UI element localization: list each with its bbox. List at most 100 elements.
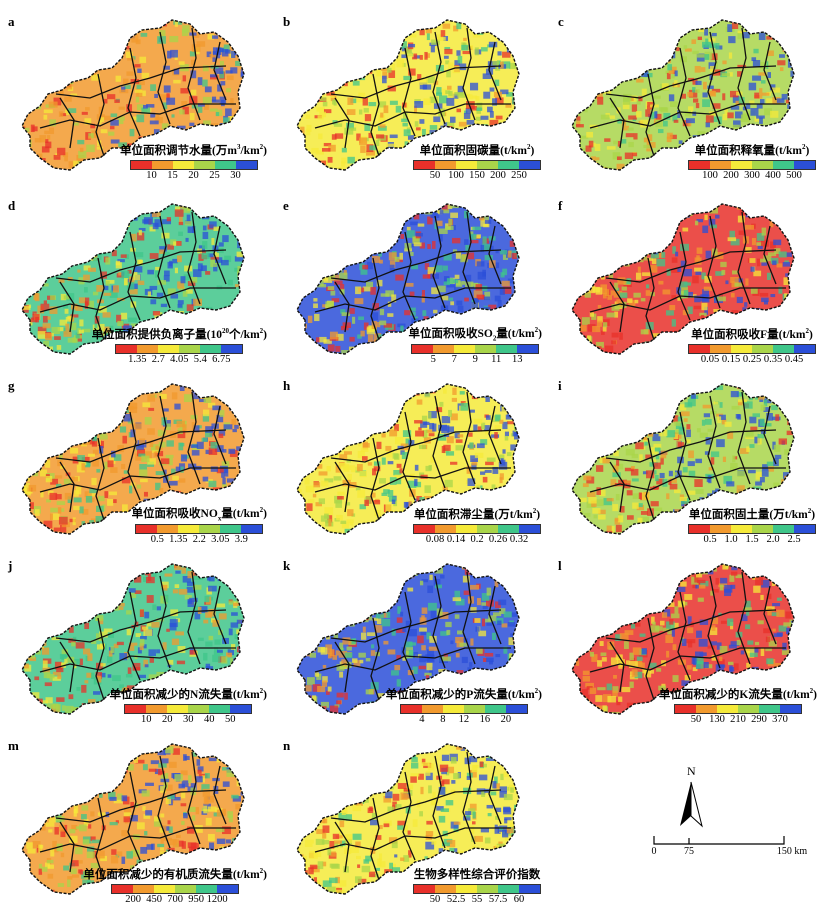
panel-letter: m	[8, 738, 19, 753]
legend: 单位面积固土量(万t/km2) 0.5 1.0 1.5 2.0 2.5	[687, 506, 817, 546]
legend-title: 单位面积减少的P流失量(t/km2)	[385, 687, 542, 701]
district-boundary	[55, 429, 227, 463]
legend-ticks: 0.5 1.0 1.5 2.0 2.5	[687, 534, 817, 546]
legend-tick-label: 50	[429, 894, 441, 905]
district-boundary	[55, 789, 227, 823]
legend-tick-label: 2.2	[192, 534, 206, 545]
legend: 单位面积固碳量(t/km2) 50 100 150 200 250	[412, 142, 542, 182]
map-raster	[21, 563, 245, 715]
district-boundary	[645, 437, 655, 521]
map-raster	[296, 743, 520, 895]
legend: 单位面积减少的N流失量(t/km2) 10 20 30 40 50	[110, 686, 267, 726]
legend-tick-label: 200	[490, 170, 506, 181]
color-ramp	[413, 884, 541, 894]
legend-tick-label: 0.45	[784, 354, 804, 365]
district-boundary	[334, 821, 350, 873]
legend-tick-label: 5.4	[193, 354, 207, 365]
district-boundary	[95, 73, 105, 157]
color-ramp	[688, 524, 816, 534]
district-boundary	[645, 257, 655, 341]
legend-tick-label: 30	[183, 714, 194, 725]
district-boundary	[213, 585, 227, 645]
panel-letter: j	[8, 558, 13, 573]
legend-tick-label: 300	[744, 170, 760, 181]
legend-tick-label: 40	[204, 714, 215, 725]
district-boundary	[127, 47, 141, 137]
legend-ticks: 0.5 1.35 2.2 3.05 3.9	[134, 534, 264, 546]
district-boundary	[370, 73, 380, 157]
color-ramp	[135, 524, 264, 534]
district-boundary	[55, 249, 227, 283]
legend-tick-label: 6.75	[212, 354, 231, 365]
legend-title: 单位面积吸收F量(t/km2)	[691, 327, 813, 341]
district-boundary	[609, 641, 625, 693]
map-panel-i: i 单位面积固土量(万t/km2) 0.5 1.0 1.5 2.0 2.5	[550, 372, 825, 552]
map-raster	[21, 743, 245, 895]
color-ramp	[399, 704, 528, 714]
district-boundary	[677, 47, 691, 137]
scale-label-0: 0	[651, 846, 657, 857]
legend: 生物多样性综合评价指数 50 52.5 55 57.5 60	[412, 866, 542, 906]
color-ramp	[688, 160, 816, 170]
legend-tick-label: 1.35	[128, 354, 147, 365]
district-boundary	[609, 97, 625, 149]
legend-title: 单位面积固土量(万t/km2)	[688, 507, 816, 521]
panel-letter: k	[283, 558, 291, 573]
region-outline	[296, 203, 520, 355]
map-panel-l: l 单位面积减少的K流失量(t/km2) 50 130 210 290 370	[550, 552, 825, 732]
district-boundary	[432, 395, 446, 489]
district-boundary	[707, 215, 721, 309]
district-boundary	[39, 103, 236, 129]
district-boundary	[59, 821, 75, 873]
legend-tick-label: 210	[730, 714, 746, 725]
district-boundary	[402, 231, 416, 321]
map-panel-g: g 单位面积吸收NOx量(t/km2) 0.5 1.35 2.2 3.05 3.9	[0, 372, 275, 552]
district-boundary	[59, 97, 75, 149]
panel-letter: i	[558, 378, 562, 393]
legend-tick-label: 0.5	[150, 534, 164, 545]
district-boundary	[39, 647, 236, 673]
district-boundary	[157, 755, 171, 849]
map-panel-n: n 生物多样性综合评价指数 50 52.5 55 57.5 60	[275, 732, 550, 912]
legend-ticks: 50 100 150 200 250	[412, 170, 542, 182]
district-boundary	[314, 647, 511, 673]
district-boundary	[330, 609, 502, 643]
legend-tick-label: 100	[702, 170, 718, 181]
map-raster	[21, 19, 245, 171]
region-outline	[296, 383, 520, 535]
district-boundary	[39, 287, 236, 313]
legend-tick-label: 11	[491, 354, 502, 365]
district-boundary	[213, 225, 227, 285]
legend-tick-label: 52.5	[446, 894, 466, 905]
district-boundary	[95, 797, 105, 881]
district-boundary	[157, 215, 171, 309]
legend-tick-label: 60	[513, 894, 525, 905]
scale-bar-and-north-arrow: N 0 75 150 km	[640, 760, 820, 880]
legend-tick-label: 200	[125, 894, 142, 905]
legend-title: 单位面积减少的K流失量(t/km2)	[658, 687, 817, 701]
legend-tick-label: 1.0	[724, 534, 738, 545]
legend-tick-label: 400	[765, 170, 781, 181]
district-boundary	[609, 461, 625, 513]
legend-tick-label: 1.5	[745, 534, 759, 545]
map-panel-c: c 单位面积释氧量(t/km2) 100 200 300 400 500	[550, 8, 825, 188]
legend-tick-label: 13	[511, 354, 523, 365]
legend-title: 单位面积吸收NOx量(t/km2)	[131, 505, 267, 522]
legend-tick-label: 0.35	[763, 354, 783, 365]
legend-tick-label: 3.05	[211, 534, 230, 545]
legend-ticks: 1.35 2.7 4.05 5.4 6.75	[114, 354, 244, 366]
district-boundary	[370, 257, 380, 341]
legend-title: 单位面积减少的有机质流失量(t/km2)	[83, 867, 267, 881]
district-boundary	[707, 395, 721, 489]
legend-tick-label: 0.05	[700, 354, 720, 365]
map-raster	[571, 203, 795, 355]
legend-title: 单位面积减少的N流失量(t/km2)	[109, 687, 267, 701]
district-boundary	[488, 405, 502, 465]
district-boundary	[589, 103, 786, 129]
map-raster	[571, 383, 795, 535]
panel-letter: g	[8, 378, 15, 393]
legend-tick-label: 250	[511, 170, 527, 181]
district-boundary	[402, 591, 416, 681]
legend-ticks: 5 7 9 11 13	[410, 354, 540, 366]
district-boundary	[402, 411, 416, 501]
